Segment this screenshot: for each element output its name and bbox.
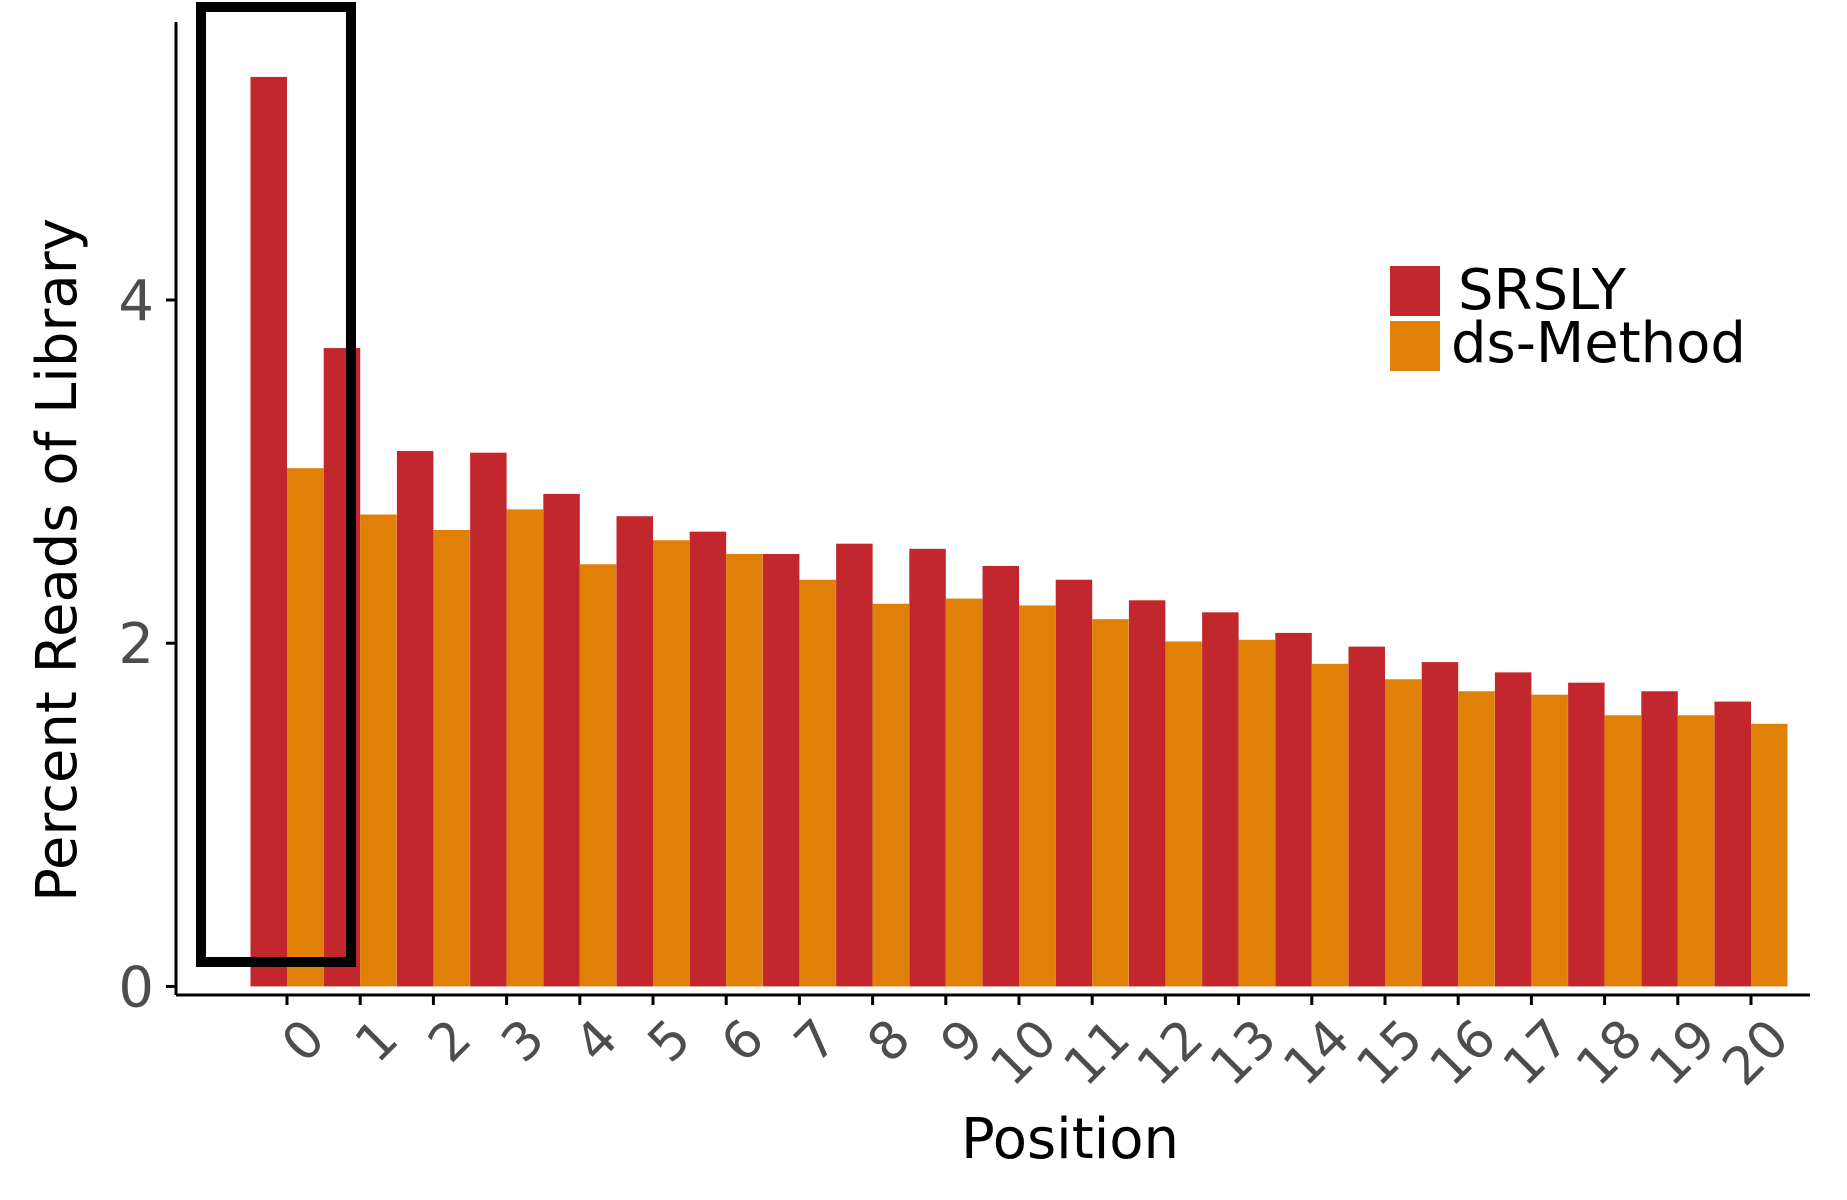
bar-ds-method-19 <box>1677 715 1715 987</box>
bar-ds-method-11 <box>1092 619 1129 987</box>
bar-ds-method-3 <box>506 509 544 987</box>
bar-srsly-8 <box>836 543 873 987</box>
x-tick-label-20: 20 <box>1712 1008 1801 1097</box>
bar-ds-method-9 <box>945 598 983 987</box>
x-tick-label-0: 0 <box>271 1008 337 1074</box>
x-axis-title: Position <box>961 1107 1179 1172</box>
legend: SRSLY ds-Method <box>1390 258 1746 376</box>
bar-ds-method-2 <box>433 529 470 987</box>
bar-srsly-16 <box>1421 662 1459 987</box>
bar-ds-method-0 <box>287 468 324 987</box>
bar-srsly-4 <box>543 493 580 987</box>
bar-ds-method-12 <box>1165 641 1202 987</box>
x-tick-label-6: 6 <box>710 1008 776 1074</box>
bar-srsly-11 <box>1055 579 1093 987</box>
bar-srsly-15 <box>1348 646 1385 987</box>
bar-srsly-9 <box>909 548 946 987</box>
bar-ds-method-13 <box>1238 639 1276 987</box>
y-ticks: 0 2 4 <box>118 269 176 1020</box>
highlight-box <box>196 2 356 967</box>
bar-ds-method-1 <box>360 514 397 987</box>
x-tick-label-7: 7 <box>783 1008 849 1074</box>
bar-ds-method-17 <box>1531 694 1568 987</box>
legend-label-ds-method: ds-Method <box>1451 311 1746 376</box>
bar-srsly-17 <box>1494 672 1532 987</box>
y-tick-label-2: 2 <box>118 612 154 677</box>
legend-swatch-srsly <box>1390 266 1440 316</box>
y-tick-label-4: 4 <box>118 269 154 334</box>
axes-layer <box>174 22 1810 997</box>
bar-ds-method-6 <box>726 553 763 987</box>
bar-srsly-0 <box>250 76 287 987</box>
bar-ds-method-16 <box>1458 691 1495 987</box>
bar-srsly-19 <box>1641 691 1678 987</box>
bar-srsly-10 <box>982 565 1019 987</box>
legend-swatch-ds-method <box>1390 321 1440 371</box>
legend-label-srsly: SRSLY <box>1458 258 1627 323</box>
bar-srsly-12 <box>1128 600 1166 987</box>
bar-ds-method-8 <box>872 603 910 987</box>
bar-ds-method-7 <box>799 579 836 987</box>
bar-ds-method-4 <box>579 564 617 987</box>
bar-srsly-18 <box>1568 682 1605 987</box>
bars-layer <box>250 76 1788 987</box>
bar-ds-method-5 <box>653 540 690 987</box>
x-tick-label-2: 2 <box>417 1008 483 1074</box>
bar-ds-method-15 <box>1385 679 1422 987</box>
x-tick-label-9: 9 <box>930 1008 996 1074</box>
y-tick-label-0: 0 <box>118 955 154 1020</box>
bar-ds-method-10 <box>1019 605 1056 987</box>
x-tick-label-8: 8 <box>857 1008 923 1074</box>
x-tick-label-4: 4 <box>564 1008 630 1074</box>
bar-srsly-7 <box>762 553 800 987</box>
bar-srsly-13 <box>1202 612 1239 987</box>
bar-ds-method-18 <box>1604 715 1642 987</box>
bar-ds-method-20 <box>1751 723 1788 987</box>
x-tick-label-3: 3 <box>491 1008 557 1074</box>
bar-ds-method-14 <box>1311 663 1349 987</box>
x-tick-label-1: 1 <box>344 1008 410 1074</box>
bar-srsly-6 <box>689 531 727 987</box>
bar-srsly-3 <box>470 452 507 987</box>
bar-srsly-14 <box>1275 632 1312 987</box>
bar-srsly-5 <box>616 516 653 987</box>
y-axis-title: Percent Reads of Library <box>25 218 90 902</box>
bar-srsly-20 <box>1714 701 1751 987</box>
bar-srsly-2 <box>396 451 434 987</box>
x-tick-label-5: 5 <box>637 1008 703 1074</box>
